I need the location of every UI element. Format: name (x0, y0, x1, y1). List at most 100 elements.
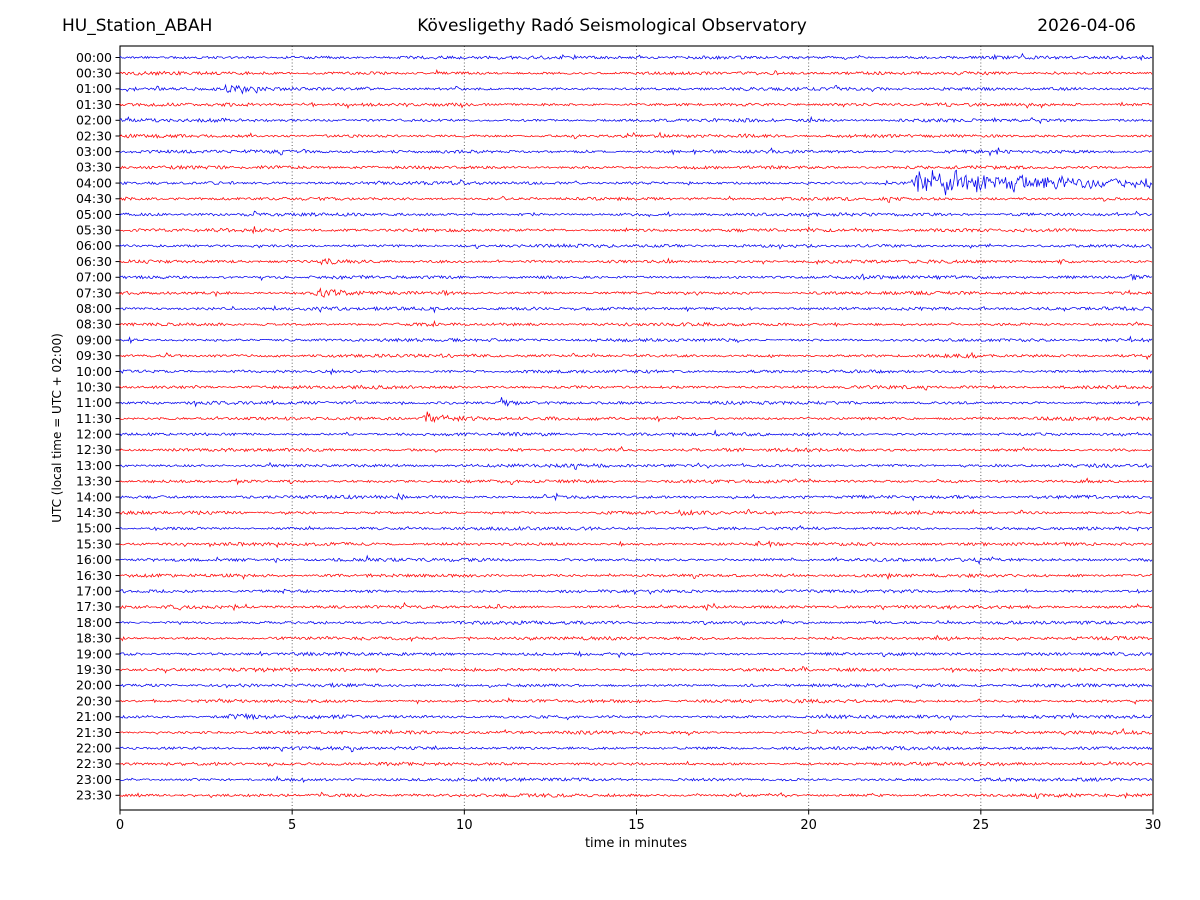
trace-14:30 (119, 508, 1153, 517)
x-tick-label: 0 (116, 818, 124, 833)
x-tick-label: 5 (288, 818, 296, 833)
trace-14:00 (119, 492, 1153, 502)
x-axis-label: time in minutes (584, 836, 688, 851)
y-tick-label: 23:30 (76, 788, 112, 803)
observatory-title: Kövesligethy Radó Seismological Observat… (417, 16, 807, 36)
y-tick-label: 06:30 (76, 254, 112, 269)
y-tick-label: 14:00 (76, 489, 112, 504)
trace-05:00 (119, 210, 1153, 218)
y-tick-label: 11:00 (76, 395, 112, 410)
y-tick-label: 05:00 (76, 207, 112, 222)
y-tick-label: 22:00 (76, 741, 112, 756)
x-tick-label: 20 (800, 818, 817, 833)
trace-01:00 (119, 83, 1153, 95)
trace-05:30 (119, 226, 1153, 235)
trace-01:30 (119, 101, 1153, 109)
y-tick-label: 03:00 (76, 144, 112, 159)
plot-frame (119, 45, 1154, 811)
y-tick-label: 20:00 (76, 678, 112, 693)
y-tick-label: 09:30 (76, 348, 112, 363)
trace-20:30 (119, 697, 1153, 705)
y-axis-label: UTC (local time = UTC + 02:00) (50, 333, 64, 523)
y-tick-label: 22:30 (76, 756, 112, 771)
trace-12:30 (119, 445, 1153, 453)
trace-11:00 (119, 397, 1153, 408)
trace-02:30 (119, 131, 1153, 140)
trace-08:30 (119, 319, 1153, 328)
y-tick-label: 01:00 (76, 81, 112, 96)
trace-07:00 (119, 273, 1153, 282)
y-tick-label: 18:00 (76, 615, 112, 630)
x-tick-label: 25 (973, 818, 990, 833)
y-tick-label: 18:30 (76, 631, 112, 646)
y-tick-label: 17:30 (76, 599, 112, 614)
trace-06:30 (119, 257, 1153, 266)
y-tick-label: 16:00 (76, 552, 112, 567)
y-tick-label: 08:30 (76, 317, 112, 332)
y-tick-label: 20:30 (76, 693, 112, 708)
y-tick-label: 17:00 (76, 584, 112, 599)
trace-09:30 (119, 351, 1153, 361)
trace-23:00 (119, 775, 1153, 784)
y-tick-label: 07:30 (76, 285, 112, 300)
x-tick-label: 15 (628, 818, 645, 833)
y-tick-label: 01:30 (76, 97, 112, 112)
y-tick-label: 16:30 (76, 568, 112, 583)
trace-11:30 (119, 411, 1153, 424)
trace-03:30 (119, 164, 1153, 171)
y-tick-label: 00:30 (76, 65, 112, 80)
y-tick-label: 10:00 (76, 364, 112, 379)
trace-18:30 (119, 634, 1153, 643)
trace-00:30 (119, 69, 1153, 77)
trace-10:30 (119, 384, 1153, 391)
trace-20:00 (119, 682, 1153, 690)
trace-04:30 (119, 195, 1153, 204)
y-tick-label: 05:30 (76, 222, 112, 237)
trace-10:00 (119, 368, 1153, 376)
trace-18:00 (119, 618, 1153, 626)
trace-13:30 (119, 477, 1153, 486)
gridlines (291, 46, 982, 810)
y-tick-label: 11:30 (76, 411, 112, 426)
y-tick-label: 06:00 (76, 238, 112, 253)
y-tick-label: 21:30 (76, 725, 112, 740)
y-tick-label: 04:00 (76, 175, 112, 190)
trace-15:00 (119, 524, 1153, 532)
trace-09:00 (119, 335, 1153, 345)
y-tick-label: 02:30 (76, 128, 112, 143)
y-tick-label: 19:30 (76, 662, 112, 677)
trace-16:00 (119, 554, 1153, 566)
trace-22:30 (119, 760, 1153, 767)
trace-00:00 (119, 52, 1153, 62)
y-tick-label: 15:00 (76, 521, 112, 536)
trace-21:30 (119, 727, 1153, 737)
y-tick-label: 14:30 (76, 505, 112, 520)
y-tick-label: 21:00 (76, 709, 112, 724)
y-tick-label: 23:00 (76, 772, 112, 787)
x-tick-label: 30 (1145, 818, 1162, 833)
trace-23:30 (119, 791, 1153, 799)
trace-16:30 (119, 572, 1153, 581)
date-title: 2026-04-06 (1037, 16, 1136, 36)
y-tick-label: 00:00 (76, 50, 112, 65)
x-axis: 0 5 10 15 20 25 30 (116, 810, 1161, 833)
trace-19:30 (119, 665, 1153, 674)
trace-13:00 (119, 461, 1153, 471)
y-tick-label: 12:30 (76, 442, 112, 457)
trace-21:00 (119, 712, 1153, 721)
trace-07:30 (119, 287, 1153, 298)
trace-04:00 (119, 169, 1153, 196)
y-tick-label: 07:00 (76, 270, 112, 285)
trace-15:30 (119, 540, 1153, 549)
trace-17:00 (119, 588, 1153, 596)
x-tick-label: 10 (456, 818, 473, 833)
y-tick-label: 10:30 (76, 379, 112, 394)
trace-22:00 (119, 745, 1153, 753)
trace-12:00 (119, 429, 1153, 438)
y-tick-label: 13:30 (76, 474, 112, 489)
y-tick-label: 19:00 (76, 646, 112, 661)
y-tick-label: 03:30 (76, 160, 112, 175)
y-tick-label: 04:30 (76, 191, 112, 206)
